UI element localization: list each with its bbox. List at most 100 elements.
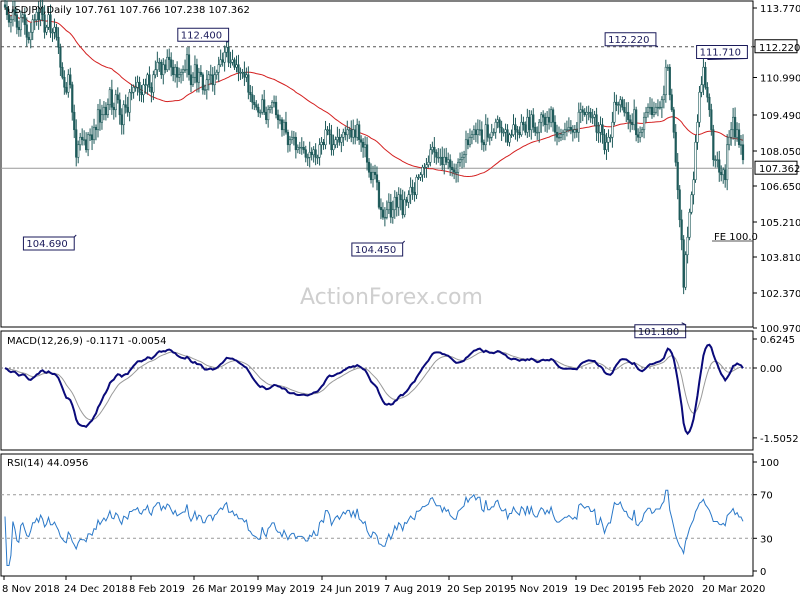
candle-body: [453, 169, 456, 173]
candle-body: [585, 111, 588, 116]
candle-body: [538, 121, 541, 133]
candle-body: [249, 91, 252, 96]
price-marker-label: 107.362: [759, 164, 800, 175]
candle-body: [615, 101, 618, 106]
candle-body: [455, 171, 458, 174]
candle-body: [164, 64, 167, 71]
macd-tick-label: 0.00: [760, 364, 782, 375]
candle-body: [449, 159, 452, 168]
macd-panel[interactable]: MACD(12,26,9) -0.1171 -0.0054 0.6245 0.00…: [0, 330, 799, 451]
candle-body: [692, 179, 695, 196]
candle-body: [5, 6, 9, 16]
candle-body: [591, 116, 594, 119]
candle-body: [53, 26, 56, 33]
candle-body: [39, 6, 42, 21]
candle-body: [652, 111, 656, 116]
price-tick-label: 103.810: [760, 253, 800, 264]
moving-average-line: [4, 7, 744, 178]
candle-body: [25, 24, 28, 38]
candle-body: [45, 26, 48, 33]
candle-body: [684, 254, 687, 288]
candle-body: [595, 114, 598, 133]
candle-body: [593, 114, 596, 118]
annotation-label-112.220: 112.220: [608, 35, 649, 46]
date-tick-label: 8 Feb 2019: [129, 584, 185, 595]
candle-body: [278, 119, 282, 121]
candle-body: [328, 129, 331, 136]
price-header: USDJPY,Daily 107.761 107.766 107.238 107…: [7, 5, 250, 16]
candle-body: [696, 121, 699, 143]
price-panel[interactable]: ActionForex.com 104.690 112.400 104.450 112…: [0, 0, 800, 339]
candle-body: [722, 169, 725, 176]
candle-body: [176, 66, 179, 78]
candle-body: [251, 94, 254, 103]
candle-body: [170, 59, 173, 68]
rsi-panel-frame: [0, 453, 754, 577]
candle-body: [203, 89, 206, 91]
candle-body: [342, 131, 345, 138]
candle-body: [90, 134, 94, 141]
date-tick-label: 24 Jun 2019: [320, 584, 380, 595]
candle-body: [508, 134, 511, 143]
candle-body: [427, 161, 430, 166]
candle-body: [67, 74, 70, 93]
candle-body: [154, 69, 157, 76]
candle-body: [666, 66, 669, 69]
candle-body: [510, 134, 513, 136]
candle-body: [269, 106, 272, 111]
candle-body: [411, 186, 414, 193]
candle-body: [599, 124, 602, 133]
candle-body: [698, 91, 701, 123]
candle-body: [197, 71, 200, 83]
candle-body: [354, 129, 357, 138]
candle-body: [437, 156, 440, 159]
candle-body: [478, 129, 481, 131]
candle-body: [431, 146, 434, 151]
candle-body: [389, 201, 392, 218]
candle-body: [561, 131, 565, 136]
annotation-box: [604, 32, 657, 47]
candle-body: [567, 126, 570, 131]
candle-body: [215, 71, 218, 76]
fe-marker: FE 100.0: [712, 232, 758, 243]
candle-body: [233, 59, 236, 68]
candle-body: [156, 61, 159, 71]
candle-body: [158, 61, 161, 64]
candle-body: [209, 74, 212, 76]
candle-body: [77, 144, 80, 158]
candle-body: [741, 144, 745, 161]
candle-body: [41, 6, 44, 16]
candle-body: [33, 19, 36, 21]
candle-body: [363, 144, 367, 148]
candle-body: [730, 129, 733, 138]
price-tick-label: 113.770: [760, 4, 800, 15]
fe-label: FE 100.0: [714, 232, 758, 243]
candle-body: [282, 121, 286, 131]
candle-body: [702, 66, 705, 86]
candle-body: [559, 134, 563, 138]
candle-body: [528, 116, 531, 131]
candle-body: [253, 101, 256, 106]
candle-body: [391, 209, 394, 218]
candle-body: [332, 144, 335, 151]
candle-body: [100, 114, 104, 123]
candle-body: [9, 19, 13, 23]
candle-body: [324, 129, 327, 146]
candle-body: [490, 131, 493, 138]
candle-body: [553, 121, 557, 133]
candle-body: [611, 121, 614, 138]
rsi-tick-label: 0: [760, 567, 766, 578]
candle-body: [443, 156, 446, 166]
candle-body: [49, 14, 52, 33]
candle-body: [462, 154, 466, 158]
candle-body: [728, 136, 731, 146]
date-tick-label: 7 Aug 2019: [384, 584, 442, 595]
candle-body: [247, 74, 250, 93]
candle-body: [397, 194, 400, 208]
candle-body: [362, 141, 365, 148]
candle-body: [294, 136, 297, 151]
candle-body: [88, 134, 92, 136]
candle-body: [583, 111, 586, 116]
rsi-panel[interactable]: RSI(14) 44.0956 100 70 30 0: [0, 453, 779, 578]
